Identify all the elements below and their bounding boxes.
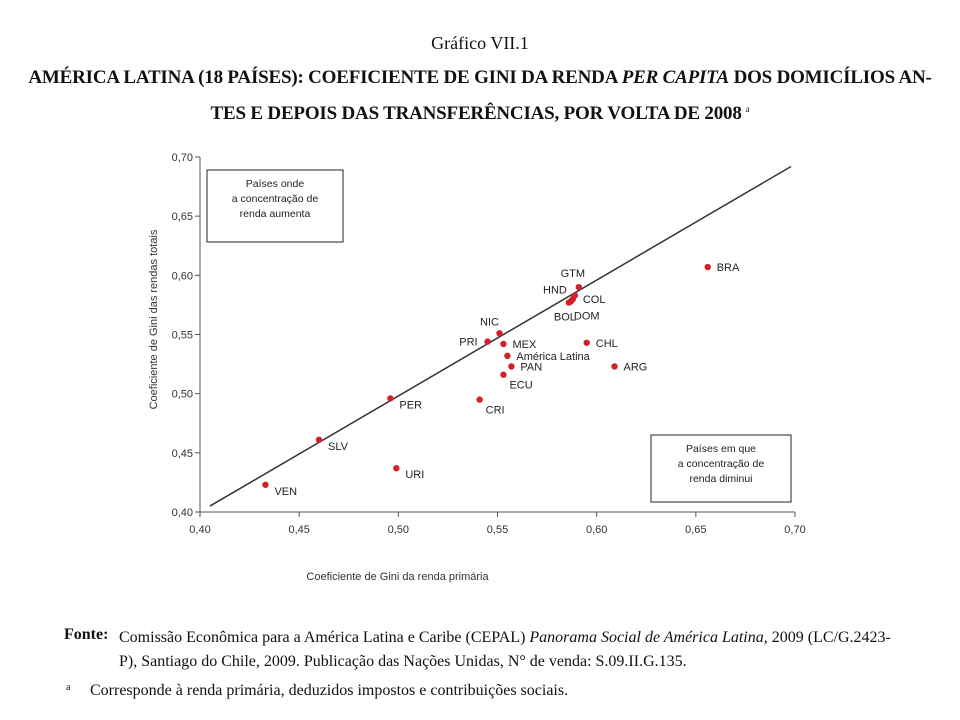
footer: Fonte: Comissão Econômica para a América… [64, 626, 909, 700]
data-label: CRI [486, 405, 505, 417]
data-label: NIC [480, 316, 499, 328]
data-label: BOL [554, 312, 576, 324]
data-point [575, 283, 583, 291]
source-text-1: Comissão Econômica para a América Latina… [119, 629, 530, 646]
data-point [315, 436, 323, 444]
annotation-text: renda aumenta [240, 208, 311, 220]
data-point [611, 363, 618, 370]
data-label: URI [405, 469, 424, 481]
data-point [476, 396, 483, 403]
data-point [484, 338, 491, 345]
title-italic: PER CAPITA [621, 67, 730, 88]
source-label: Fonte: [64, 626, 109, 643]
source-text: Comissão Econômica para a América Latina… [119, 626, 909, 674]
x-tick-label: 0,40 [189, 524, 210, 536]
data-label: GTM [561, 268, 585, 280]
source-text-2: 2009 (LC/G.2423-P), Santiago do Chile, 2… [119, 629, 891, 670]
annotation-box [206, 169, 344, 243]
title-footnote-marker: a [745, 103, 750, 114]
data-point [567, 298, 575, 305]
data-label: SLV [328, 441, 349, 453]
data-point [500, 371, 507, 378]
data-point [500, 340, 507, 348]
data-point [704, 263, 711, 271]
source-italic: Panorama Social de América Latina, [529, 629, 768, 646]
title-text-1: AMÉRICA LATINA (18 PAÍSES): COEFICIENTE … [28, 67, 622, 88]
x-tick-label: 0,45 [288, 524, 309, 536]
y-tick-label: 0,60 [172, 270, 193, 282]
y-tick-label: 0,65 [172, 211, 193, 223]
footnote-row: a Corresponde à renda primária, deduzido… [64, 682, 909, 700]
chart-title-line-1: AMÉRICA LATINA (18 PAÍSES): COEFICIENTE … [0, 67, 960, 89]
data-point [583, 339, 590, 346]
data-label: PER [399, 399, 422, 411]
y-tick-label: 0,50 [172, 389, 193, 401]
data-label: HND [543, 284, 567, 296]
footnote-marker: a [66, 682, 71, 693]
gini-scatter-chart: 0,40 0,40 0,45 0,45 0,50 0,50 0,55 0,55 0,60 0,60… [148, 152, 806, 583]
data-point [387, 395, 394, 402]
annotation-text: Países em que [686, 443, 756, 455]
y-tick-label: 0,40 [172, 507, 193, 519]
annotation-box [650, 434, 792, 503]
x-tick-label: 0,65 [685, 524, 706, 536]
x-tick-label: 0,50 [388, 524, 409, 536]
data-label: América Latina [516, 351, 590, 363]
annotation-text: Países onde [246, 178, 305, 190]
data-point [496, 330, 503, 337]
data-label: COL [583, 294, 606, 306]
data-point [508, 363, 515, 370]
data-label: ARG [624, 361, 648, 373]
x-tick-label: 0,70 [784, 524, 805, 536]
annotation-text: a concentração de [678, 458, 765, 470]
annotation-text: renda diminui [689, 473, 752, 485]
data-label: PAN [520, 361, 542, 373]
x-axis-label: Coeficiente de Gini da renda primária [306, 571, 489, 583]
axes: 0,40 0,40 0,45 0,45 0,50 0,50 0,55 0,55 0,60 0,60… [148, 152, 806, 583]
data-label: ECU [509, 380, 532, 392]
data-label: CHL [596, 338, 618, 350]
data-point [504, 352, 511, 359]
title-text-3: TES E DEPOIS DAS TRANSFERÊNCIAS, POR VOL… [210, 103, 742, 124]
x-tick-label: 0,55 [487, 524, 508, 536]
x-tick-label: 0,60 [586, 524, 607, 536]
data-label: BRA [717, 262, 740, 274]
y-tick-label: 0,70 [172, 152, 193, 164]
annotation-boxes: Países onde a concentração de renda aument… [206, 169, 792, 503]
title-text-2: DOS DOMICÍLIOS AN- [729, 67, 932, 88]
y-axis-label: Coeficiente de Gini das rendas totais [148, 229, 160, 409]
data-label: MEX [512, 339, 537, 351]
footnote-text: Corresponde à renda primária, deduzidos … [90, 682, 569, 699]
data-label: PRI [459, 337, 477, 349]
data-point [393, 465, 400, 472]
data-point [262, 481, 269, 488]
data-label: VEN [274, 486, 297, 498]
y-tick-label: 0,45 [172, 448, 193, 460]
y-tick-label: 0,55 [172, 330, 193, 342]
source-row: Fonte: Comissão Econômica para a América… [64, 626, 909, 674]
chart-title-line-2: TES E DEPOIS DAS TRANSFERÊNCIAS, POR VOL… [0, 103, 960, 125]
annotation-text: a concentração de [232, 193, 319, 205]
data-label: DOM [574, 310, 600, 322]
chart-number: Gráfico VII.1 [431, 33, 529, 53]
